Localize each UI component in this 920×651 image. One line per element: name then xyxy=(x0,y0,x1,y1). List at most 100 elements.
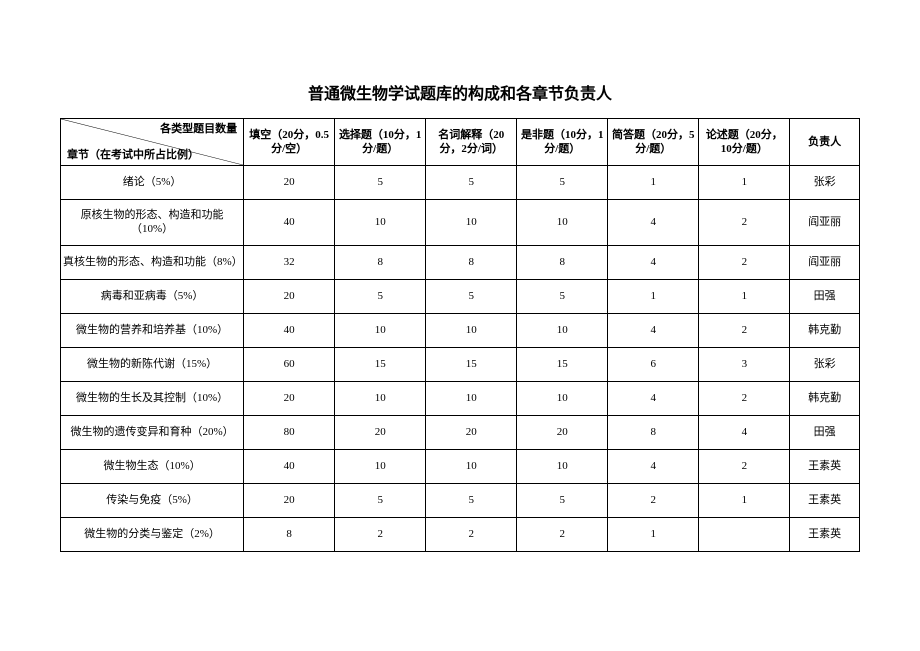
cell-truefalse: 8 xyxy=(517,245,608,279)
header-col-truefalse: 是非题（10分，1分/题） xyxy=(517,119,608,166)
cell-short: 4 xyxy=(608,381,699,415)
cell-short: 1 xyxy=(608,166,699,200)
cell-chapter: 微生物生态（10%） xyxy=(61,449,244,483)
cell-short: 1 xyxy=(608,279,699,313)
header-col-choice: 选择题（10分，1分/题） xyxy=(335,119,426,166)
cell-fill: 32 xyxy=(244,245,335,279)
header-diag-top: 各类型题目数量 xyxy=(160,122,237,136)
cell-term: 10 xyxy=(426,449,517,483)
cell-chapter: 绪论（5%） xyxy=(61,166,244,200)
cell-term: 2 xyxy=(426,517,517,551)
cell-chapter: 传染与免疫（5%） xyxy=(61,483,244,517)
cell-person: 阎亚丽 xyxy=(790,200,860,246)
cell-choice: 8 xyxy=(335,245,426,279)
table-row: 微生物的遗传变异和育种（20%）8020202084田强 xyxy=(61,415,860,449)
cell-short: 1 xyxy=(608,517,699,551)
cell-essay: 2 xyxy=(699,449,790,483)
cell-truefalse: 20 xyxy=(517,415,608,449)
cell-choice: 10 xyxy=(335,200,426,246)
cell-truefalse: 2 xyxy=(517,517,608,551)
cell-chapter: 微生物的生长及其控制（10%） xyxy=(61,381,244,415)
cell-truefalse: 10 xyxy=(517,313,608,347)
header-col-essay: 论述题（20分，10分/题） xyxy=(699,119,790,166)
cell-term: 10 xyxy=(426,381,517,415)
cell-truefalse: 10 xyxy=(517,449,608,483)
cell-term: 10 xyxy=(426,200,517,246)
cell-truefalse: 5 xyxy=(517,279,608,313)
cell-person: 韩克勤 xyxy=(790,381,860,415)
table-row: 微生物的分类与鉴定（2%）82221王素英 xyxy=(61,517,860,551)
cell-truefalse: 10 xyxy=(517,381,608,415)
header-diagonal: 各类型题目数量 章节（在考试中所占比例） xyxy=(61,119,244,166)
cell-chapter: 原核生物的形态、构造和功能（10%） xyxy=(61,200,244,246)
cell-fill: 40 xyxy=(244,200,335,246)
question-bank-table: 各类型题目数量 章节（在考试中所占比例） 填空（20分，0.5分/空） 选择题（… xyxy=(60,118,860,552)
cell-chapter: 微生物的营养和培养基（10%） xyxy=(61,313,244,347)
cell-chapter: 微生物的遗传变异和育种（20%） xyxy=(61,415,244,449)
cell-essay: 2 xyxy=(699,313,790,347)
table-row: 原核生物的形态、构造和功能（10%）4010101042阎亚丽 xyxy=(61,200,860,246)
cell-person: 王素英 xyxy=(790,449,860,483)
cell-short: 4 xyxy=(608,449,699,483)
header-col-person: 负责人 xyxy=(790,119,860,166)
header-col-term: 名词解释（20分，2分/词） xyxy=(426,119,517,166)
cell-term: 15 xyxy=(426,347,517,381)
cell-chapter: 微生物的分类与鉴定（2%） xyxy=(61,517,244,551)
cell-fill: 20 xyxy=(244,279,335,313)
table-row: 绪论（5%）2055511张彩 xyxy=(61,166,860,200)
cell-term: 20 xyxy=(426,415,517,449)
table-row: 传染与免疫（5%）2055521王素英 xyxy=(61,483,860,517)
cell-short: 4 xyxy=(608,200,699,246)
cell-essay: 2 xyxy=(699,381,790,415)
cell-essay: 3 xyxy=(699,347,790,381)
cell-fill: 20 xyxy=(244,166,335,200)
table-row: 微生物的新陈代谢（15%）6015151563张彩 xyxy=(61,347,860,381)
cell-truefalse: 15 xyxy=(517,347,608,381)
cell-essay: 1 xyxy=(699,483,790,517)
cell-fill: 8 xyxy=(244,517,335,551)
cell-fill: 60 xyxy=(244,347,335,381)
cell-essay: 2 xyxy=(699,245,790,279)
cell-truefalse: 10 xyxy=(517,200,608,246)
cell-person: 张彩 xyxy=(790,166,860,200)
cell-short: 4 xyxy=(608,245,699,279)
cell-chapter: 真核生物的形态、构造和功能（8%） xyxy=(61,245,244,279)
cell-short: 6 xyxy=(608,347,699,381)
table-row: 病毒和亚病毒（5%）2055511田强 xyxy=(61,279,860,313)
cell-chapter: 病毒和亚病毒（5%） xyxy=(61,279,244,313)
cell-person: 韩克勤 xyxy=(790,313,860,347)
cell-truefalse: 5 xyxy=(517,166,608,200)
header-diag-bottom: 章节（在考试中所占比例） xyxy=(67,148,199,162)
cell-choice: 5 xyxy=(335,279,426,313)
cell-choice: 10 xyxy=(335,313,426,347)
page-title: 普通微生物学试题库的构成和各章节负责人 xyxy=(60,80,860,104)
cell-short: 2 xyxy=(608,483,699,517)
cell-term: 5 xyxy=(426,166,517,200)
cell-essay: 2 xyxy=(699,200,790,246)
cell-choice: 10 xyxy=(335,381,426,415)
table-row: 微生物的营养和培养基（10%）4010101042韩克勤 xyxy=(61,313,860,347)
cell-fill: 20 xyxy=(244,483,335,517)
cell-person: 阎亚丽 xyxy=(790,245,860,279)
cell-choice: 5 xyxy=(335,483,426,517)
table-row: 微生物生态（10%）4010101042王素英 xyxy=(61,449,860,483)
cell-choice: 2 xyxy=(335,517,426,551)
cell-person: 王素英 xyxy=(790,483,860,517)
cell-choice: 5 xyxy=(335,166,426,200)
cell-choice: 20 xyxy=(335,415,426,449)
cell-fill: 40 xyxy=(244,449,335,483)
table-row: 微生物的生长及其控制（10%）2010101042韩克勤 xyxy=(61,381,860,415)
cell-person: 王素英 xyxy=(790,517,860,551)
cell-choice: 10 xyxy=(335,449,426,483)
cell-term: 8 xyxy=(426,245,517,279)
cell-term: 5 xyxy=(426,483,517,517)
cell-essay: 1 xyxy=(699,279,790,313)
cell-fill: 80 xyxy=(244,415,335,449)
cell-person: 田强 xyxy=(790,415,860,449)
cell-term: 5 xyxy=(426,279,517,313)
cell-fill: 40 xyxy=(244,313,335,347)
cell-person: 田强 xyxy=(790,279,860,313)
cell-chapter: 微生物的新陈代谢（15%） xyxy=(61,347,244,381)
cell-term: 10 xyxy=(426,313,517,347)
table-header-row: 各类型题目数量 章节（在考试中所占比例） 填空（20分，0.5分/空） 选择题（… xyxy=(61,119,860,166)
